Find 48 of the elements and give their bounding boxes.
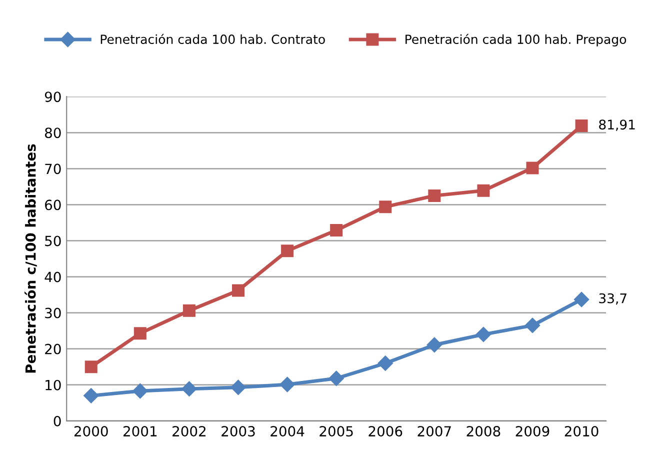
data-label: 33,7 [599,293,626,305]
point [426,337,442,352]
x-tick-label: 2007 [418,426,451,437]
y-tick-label: 40 [44,272,61,282]
point [132,383,148,399]
x-tick-label: 2003 [222,426,255,437]
point [84,388,99,404]
x-tick-label: 2000 [74,426,108,437]
point [476,326,492,342]
legend-label: Penetración cada 100 hab. Prepago [406,34,626,46]
y-tick-label: 60 [45,200,61,210]
point [526,162,539,174]
point [182,381,197,396]
x-tick-label: 2005 [320,426,353,437]
y-tick-label: 10 [46,380,61,390]
point [328,370,344,386]
point [574,292,590,308]
point [134,327,146,340]
point [182,304,196,317]
point [280,376,295,392]
x-tick-label: 2002 [172,426,206,437]
legend-label: Penetración cada 100 hab. Contrato [100,34,325,44]
point [524,318,540,333]
x-tick-label: 2010 [564,426,598,437]
y-tick-label: 70 [45,164,61,174]
x-tick-label: 2001 [124,426,157,437]
point [330,224,343,237]
x-tick-label: 2008 [466,426,500,437]
point [232,284,244,297]
y-tick-label: 90 [44,92,61,102]
x-tick-label: 2004 [270,426,304,437]
data-label: 81,91 [599,120,635,131]
point [379,200,392,214]
point [230,380,246,395]
point [84,360,98,374]
point [281,244,294,258]
y-tick-label: 20 [45,344,61,354]
point [477,184,490,197]
y-tick-label: 80 [45,128,61,138]
x-tick-label: 2006 [368,426,402,437]
point [378,356,393,371]
y-tick-label: 50 [45,236,61,246]
y-axis-title: Penetración c/100 habitantes [24,144,37,373]
y-tick-label: 30 [45,308,61,318]
x-tick-label: 2009 [516,426,550,437]
y-tick-label: 0 [54,416,61,426]
point [428,189,441,202]
point [575,120,588,132]
